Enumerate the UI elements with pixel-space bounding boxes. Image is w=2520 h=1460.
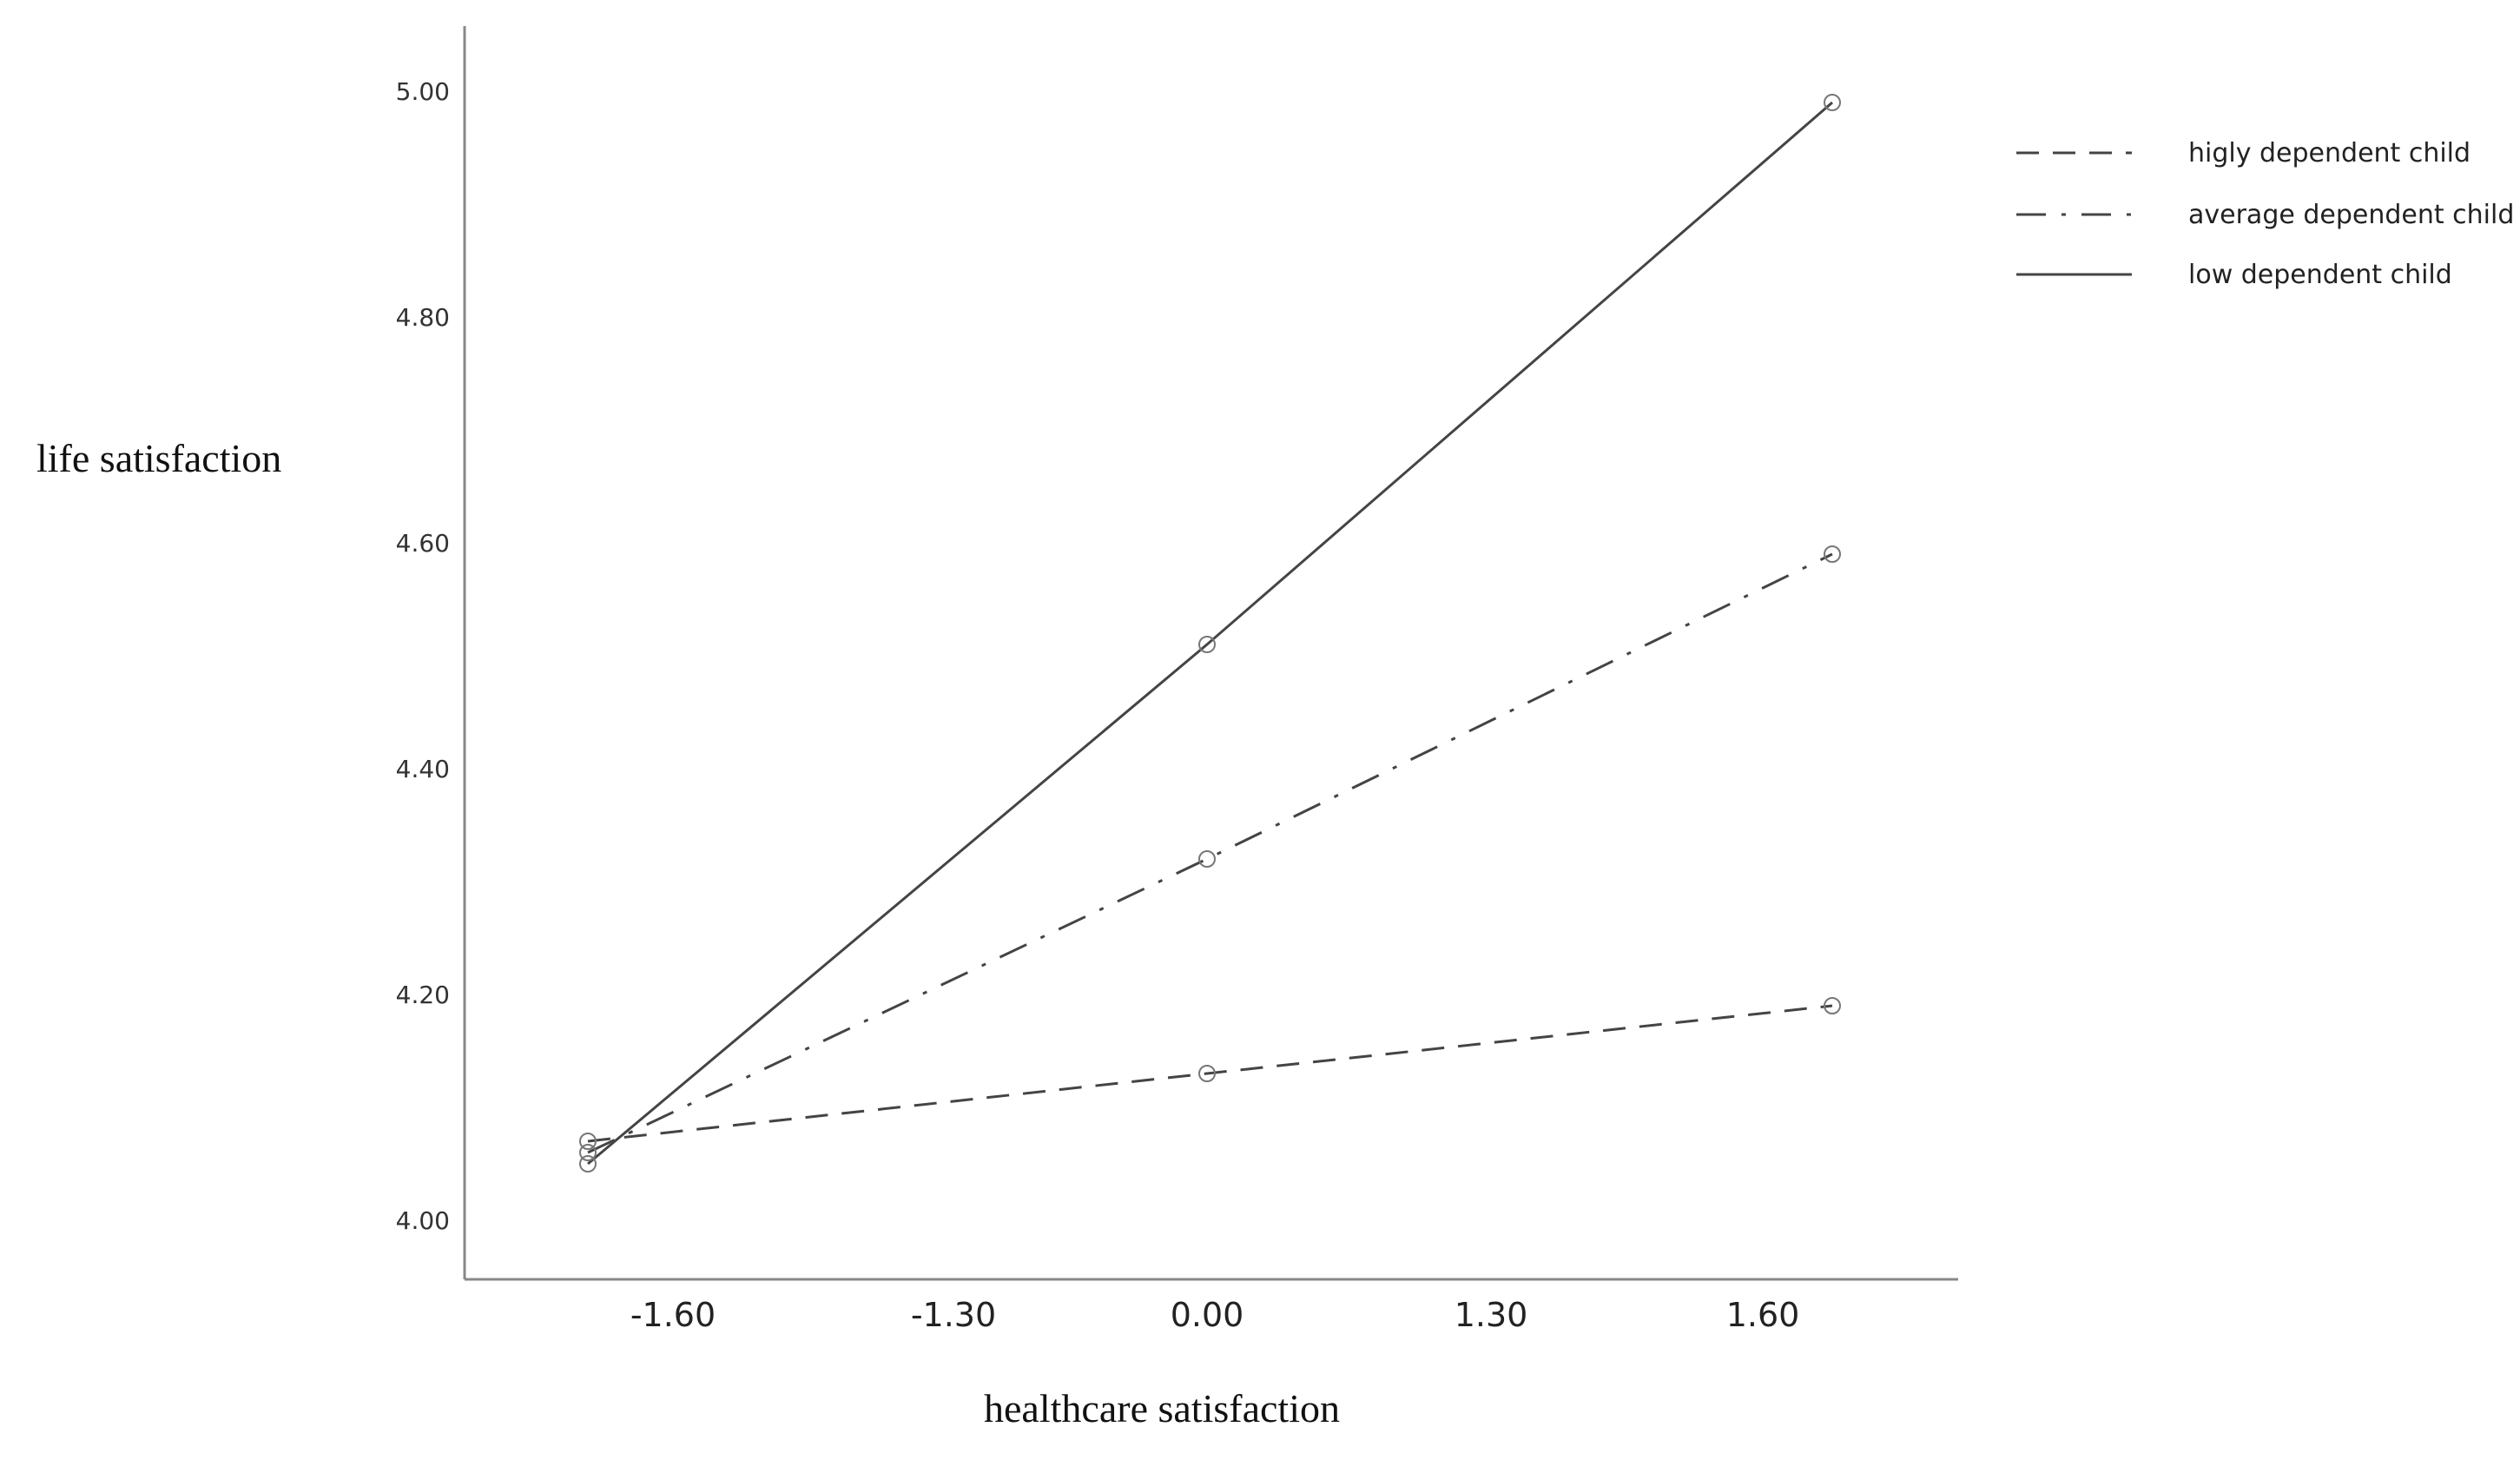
legend-label: higly dependent child xyxy=(2188,138,2471,168)
series-point xyxy=(1198,1065,1216,1082)
series-point xyxy=(1198,636,1216,653)
series-point xyxy=(579,1144,597,1161)
y-tick-label: 5.00 xyxy=(396,77,450,106)
x-tick-label: 1.30 xyxy=(1455,1296,1528,1334)
series-line-3 xyxy=(587,101,1833,1166)
series-points xyxy=(579,94,1841,1173)
series-point xyxy=(579,1133,597,1150)
series-point xyxy=(1824,997,1841,1014)
series-point xyxy=(1824,94,1841,111)
x-tick-labels: -1.60 -1.30 0.00 1.30 1.60 xyxy=(630,1296,1799,1334)
y-tick-label: 4.20 xyxy=(396,981,450,1009)
legend-label: average dependent child xyxy=(2188,200,2514,230)
y-tick-label: 4.60 xyxy=(396,529,450,558)
series-line-1 xyxy=(587,1004,1833,1143)
y-axis-title: life satisfaction xyxy=(36,436,281,480)
x-tick-label: 1.60 xyxy=(1726,1296,1800,1334)
y-tick-label: 4.00 xyxy=(396,1206,450,1235)
legend-label: low dependent child xyxy=(2188,260,2452,290)
x-axis-title: healthcare satisfaction xyxy=(984,1386,1340,1430)
y-tick-label: 4.40 xyxy=(396,755,450,783)
series-point xyxy=(1824,545,1841,563)
series-line-2 xyxy=(587,552,1833,1154)
legend: higly dependent child average dependent c… xyxy=(2016,138,2514,290)
series-lines xyxy=(587,101,1833,1166)
x-tick-label: -1.60 xyxy=(630,1296,716,1334)
y-tick-label: 4.80 xyxy=(396,303,450,332)
series-point xyxy=(579,1155,597,1173)
x-tick-label: 0.00 xyxy=(1171,1296,1244,1334)
x-tick-label: -1.30 xyxy=(911,1296,996,1334)
series-point xyxy=(1198,850,1216,868)
y-tick-labels: 4.00 4.20 4.40 4.60 4.80 5.00 xyxy=(396,77,450,1235)
